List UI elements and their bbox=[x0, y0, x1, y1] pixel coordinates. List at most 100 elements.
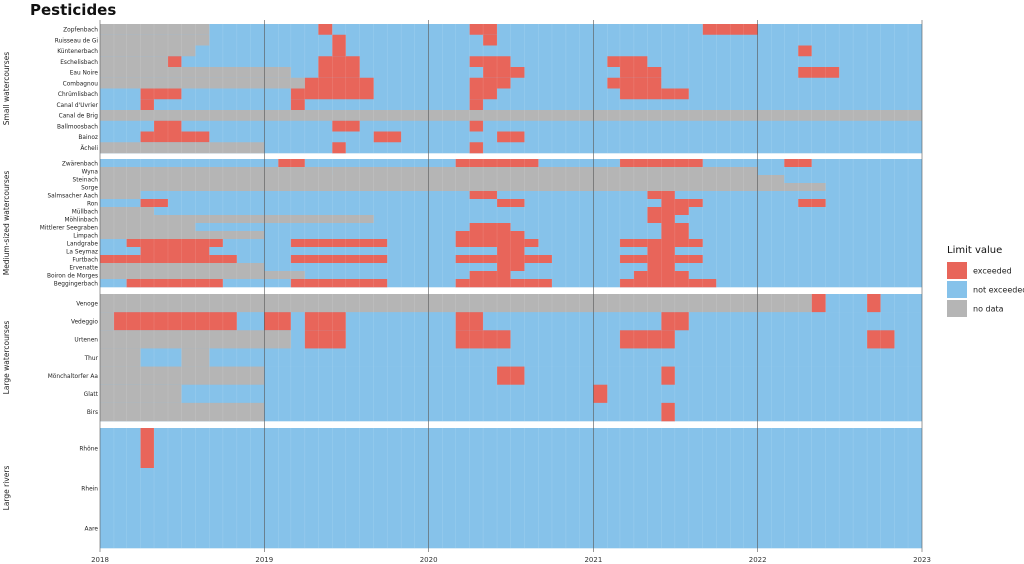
cell-not-exceeded bbox=[100, 348, 922, 367]
cell-exceeded bbox=[140, 88, 182, 100]
cell-no-data bbox=[100, 191, 141, 200]
cell-exceeded bbox=[455, 255, 552, 264]
cell-exceeded bbox=[126, 279, 223, 288]
cell-no-data bbox=[100, 330, 291, 349]
cell-not-exceeded bbox=[100, 271, 922, 280]
cell-no-data bbox=[100, 175, 785, 184]
cell-exceeded bbox=[469, 56, 511, 68]
heatmap-row bbox=[100, 428, 922, 469]
cell-exceeded bbox=[647, 191, 675, 200]
row-label: Boiron de Morges bbox=[47, 271, 98, 279]
cell-exceeded bbox=[140, 131, 210, 143]
cell-no-data bbox=[100, 402, 265, 422]
cell-no-data bbox=[100, 67, 291, 79]
cell-exceeded bbox=[469, 271, 511, 280]
legend-label: exceeded bbox=[973, 267, 1012, 276]
row-label: Mittlerer Seegraben bbox=[40, 223, 99, 231]
row-label: Zopfenbach bbox=[63, 26, 98, 34]
cell-exceeded bbox=[607, 77, 662, 89]
cell-exceeded bbox=[373, 131, 402, 143]
cell-exceeded bbox=[497, 131, 525, 143]
cell-no-data bbox=[100, 77, 305, 89]
cell-exceeded bbox=[661, 312, 689, 331]
cell-exceeded bbox=[619, 330, 675, 349]
cell-no-data bbox=[100, 207, 155, 216]
cell-exceeded bbox=[798, 199, 826, 208]
cell-exceeded bbox=[798, 67, 840, 79]
cell-exceeded bbox=[647, 215, 675, 224]
cell-no-data bbox=[100, 231, 265, 240]
heatmap-row bbox=[100, 45, 922, 57]
cell-exceeded bbox=[455, 231, 525, 240]
cell-exceeded bbox=[661, 199, 703, 208]
row-label: Combagnou bbox=[63, 79, 99, 87]
heatmap-row bbox=[100, 312, 922, 331]
cell-not-exceeded bbox=[100, 56, 922, 68]
cell-exceeded bbox=[619, 239, 703, 248]
cell-exceeded bbox=[867, 330, 895, 349]
row-label: Thur bbox=[84, 354, 99, 362]
heatmap-row bbox=[100, 199, 922, 208]
cell-no-data bbox=[100, 271, 305, 280]
cell-not-exceeded bbox=[100, 77, 922, 89]
cell-exceeded bbox=[290, 279, 388, 288]
row-label: Canal de Brig bbox=[59, 112, 99, 120]
cell-no-data bbox=[100, 183, 826, 192]
cell-exceeded bbox=[619, 88, 689, 100]
row-label: Birs bbox=[87, 408, 98, 416]
cell-exceeded bbox=[290, 255, 388, 264]
cell-exceeded bbox=[455, 239, 539, 248]
row-label: Ron bbox=[87, 199, 98, 207]
heatmap-row bbox=[100, 468, 922, 509]
cell-exceeded bbox=[332, 45, 346, 57]
cell-exceeded bbox=[469, 77, 511, 89]
heatmap-row bbox=[100, 191, 922, 200]
heatmap-row bbox=[100, 77, 922, 89]
cell-exceeded bbox=[140, 199, 168, 208]
cell-exceeded bbox=[497, 199, 525, 208]
cell-exceeded bbox=[619, 159, 703, 168]
heatmap-row bbox=[100, 120, 922, 132]
x-tick-label: 2018 bbox=[91, 556, 109, 564]
heatmap-row bbox=[100, 271, 922, 280]
cell-exceeded bbox=[647, 207, 689, 216]
heatmap-row bbox=[100, 255, 922, 264]
cell-exceeded bbox=[332, 120, 360, 132]
cell-exceeded bbox=[140, 247, 210, 256]
x-tick-label: 2022 bbox=[749, 556, 767, 564]
row-label: Zwärenbach bbox=[62, 159, 98, 167]
cell-not-exceeded bbox=[100, 223, 922, 232]
heatmap-row bbox=[100, 131, 922, 143]
cell-exceeded bbox=[497, 263, 525, 272]
legend: Limit value exceeded not exceeded no data bbox=[947, 245, 1024, 317]
heatmap-row bbox=[100, 99, 922, 111]
heatmap-row bbox=[100, 110, 922, 122]
row-label: Küntenerbach bbox=[57, 47, 98, 55]
cell-exceeded bbox=[455, 159, 539, 168]
cell-no-data bbox=[100, 384, 182, 404]
cell-not-exceeded bbox=[100, 120, 922, 132]
cell-exceeded bbox=[455, 279, 552, 288]
cell-no-data bbox=[100, 312, 114, 331]
cell-not-exceeded bbox=[100, 34, 922, 46]
cell-exceeded bbox=[619, 67, 662, 79]
row-label: Landgrabe bbox=[67, 239, 99, 247]
cell-exceeded bbox=[469, 88, 498, 100]
cell-exceeded bbox=[167, 56, 182, 68]
cell-no-data bbox=[100, 110, 922, 122]
cell-exceeded bbox=[304, 330, 346, 349]
heatmap-row bbox=[100, 207, 922, 216]
row-label: Möhlinbach bbox=[64, 215, 98, 223]
heatmap-row bbox=[100, 294, 922, 313]
cell-exceeded bbox=[455, 330, 511, 349]
cell-exceeded bbox=[619, 255, 703, 264]
heatmap-row bbox=[100, 231, 922, 240]
cell-exceeded bbox=[497, 247, 525, 256]
row-label: Furtbach bbox=[72, 255, 98, 263]
cell-exceeded bbox=[661, 366, 675, 386]
row-label: Canal d'Uvrier bbox=[56, 101, 98, 109]
legend-label: no data bbox=[973, 305, 1004, 314]
cell-not-exceeded bbox=[100, 99, 922, 111]
cell-exceeded bbox=[647, 263, 675, 272]
cell-exceeded bbox=[278, 159, 305, 168]
